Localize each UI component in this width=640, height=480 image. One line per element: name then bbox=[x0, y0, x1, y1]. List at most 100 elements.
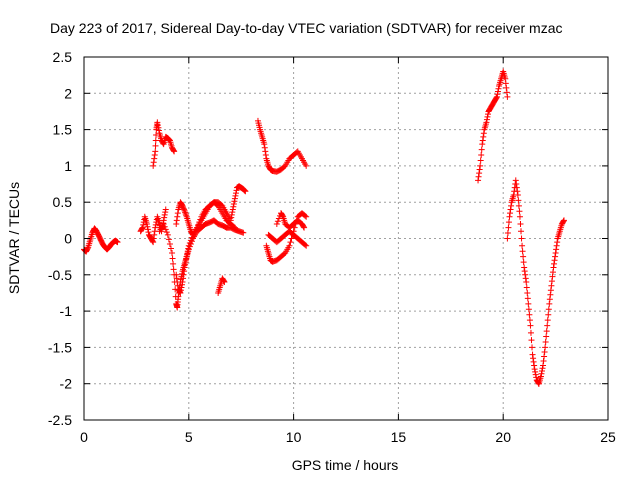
data-point bbox=[182, 210, 189, 217]
axis-ticks bbox=[83, 56, 609, 421]
data-point bbox=[170, 260, 177, 267]
data-point bbox=[521, 268, 528, 275]
data-point bbox=[532, 368, 539, 375]
data-point bbox=[530, 355, 537, 362]
data-point bbox=[114, 239, 121, 246]
data-point bbox=[173, 220, 180, 227]
data-point bbox=[504, 235, 511, 242]
data-point bbox=[174, 213, 181, 220]
data-point bbox=[184, 250, 191, 257]
series-arc-n bbox=[535, 217, 567, 387]
data-point bbox=[476, 170, 483, 177]
data-point bbox=[232, 190, 239, 197]
data-point bbox=[519, 248, 526, 255]
data-point bbox=[507, 206, 514, 213]
data-point bbox=[516, 213, 523, 220]
data-point bbox=[232, 192, 239, 199]
data-point bbox=[262, 152, 269, 159]
data-point bbox=[552, 253, 559, 260]
data-point bbox=[152, 142, 159, 149]
data-point bbox=[162, 206, 169, 213]
data-point bbox=[526, 311, 533, 318]
data-point bbox=[538, 370, 545, 377]
data-point bbox=[548, 278, 555, 285]
data-point bbox=[288, 235, 295, 242]
data-point bbox=[544, 322, 551, 329]
x-tick-label: 15 bbox=[391, 429, 407, 445]
data-point bbox=[525, 306, 532, 313]
data-point bbox=[274, 218, 281, 225]
data-point bbox=[290, 228, 297, 235]
data-point bbox=[541, 348, 548, 355]
data-point bbox=[476, 166, 483, 173]
data-point bbox=[503, 84, 510, 91]
data-point bbox=[485, 111, 492, 118]
data-point bbox=[529, 351, 536, 358]
x-tick-label: 0 bbox=[80, 429, 88, 445]
data-point bbox=[182, 259, 189, 266]
data-point bbox=[231, 224, 238, 231]
data-point bbox=[532, 371, 539, 378]
data-point bbox=[160, 220, 167, 227]
data-point bbox=[477, 162, 484, 169]
data-point bbox=[483, 116, 490, 123]
series-arc-g bbox=[215, 275, 228, 296]
data-point bbox=[303, 213, 310, 220]
data-point bbox=[164, 231, 171, 238]
data-point bbox=[504, 93, 511, 100]
data-point bbox=[84, 245, 91, 252]
data-point bbox=[289, 231, 296, 238]
data-point bbox=[542, 338, 549, 345]
data-point bbox=[522, 271, 529, 278]
data-point bbox=[173, 217, 180, 224]
series-arc-k bbox=[273, 210, 308, 231]
data-point bbox=[547, 291, 554, 298]
data-point bbox=[525, 300, 532, 307]
data-point bbox=[241, 187, 248, 194]
data-point bbox=[162, 226, 169, 233]
data-point bbox=[169, 250, 176, 257]
data-point bbox=[174, 279, 181, 286]
data-point bbox=[167, 245, 174, 252]
series-arc-l bbox=[475, 68, 511, 184]
data-point bbox=[161, 214, 168, 221]
series-arc-a bbox=[81, 225, 121, 255]
y-tick-labels: -2.5 -2 -1.5 -1 -0.5 0 0.5 1 1.5 2 2.5 bbox=[48, 49, 72, 428]
data-point bbox=[182, 209, 189, 216]
data-point bbox=[521, 264, 528, 271]
data-point bbox=[548, 282, 555, 289]
data-point bbox=[241, 187, 248, 194]
data-point bbox=[553, 242, 560, 249]
data-point bbox=[523, 284, 530, 291]
data-point bbox=[505, 224, 512, 231]
data-point bbox=[533, 374, 540, 381]
x-tick-label: 10 bbox=[286, 429, 302, 445]
series-arc-j bbox=[263, 210, 310, 265]
data-point bbox=[180, 205, 187, 212]
data-point bbox=[478, 146, 485, 153]
series-arc-m bbox=[504, 177, 542, 387]
data-point bbox=[155, 124, 162, 131]
data-point bbox=[546, 300, 553, 307]
data-point bbox=[551, 260, 558, 267]
data-point bbox=[527, 329, 534, 336]
data-point bbox=[515, 197, 522, 204]
data-point bbox=[543, 333, 550, 340]
data-point bbox=[261, 144, 268, 151]
data-point bbox=[493, 93, 500, 100]
data-point bbox=[494, 91, 501, 98]
data-point bbox=[540, 362, 547, 369]
data-point bbox=[165, 236, 172, 243]
data-point bbox=[560, 217, 567, 224]
data-point bbox=[545, 306, 552, 313]
data-point bbox=[230, 201, 237, 208]
data-point bbox=[154, 122, 161, 129]
data-point bbox=[170, 266, 177, 273]
data-point bbox=[549, 273, 556, 280]
data-point bbox=[151, 231, 158, 238]
data-point bbox=[233, 187, 240, 194]
data-point bbox=[483, 119, 490, 126]
data-point bbox=[302, 212, 309, 219]
data-point bbox=[303, 162, 310, 169]
data-point bbox=[301, 224, 308, 231]
